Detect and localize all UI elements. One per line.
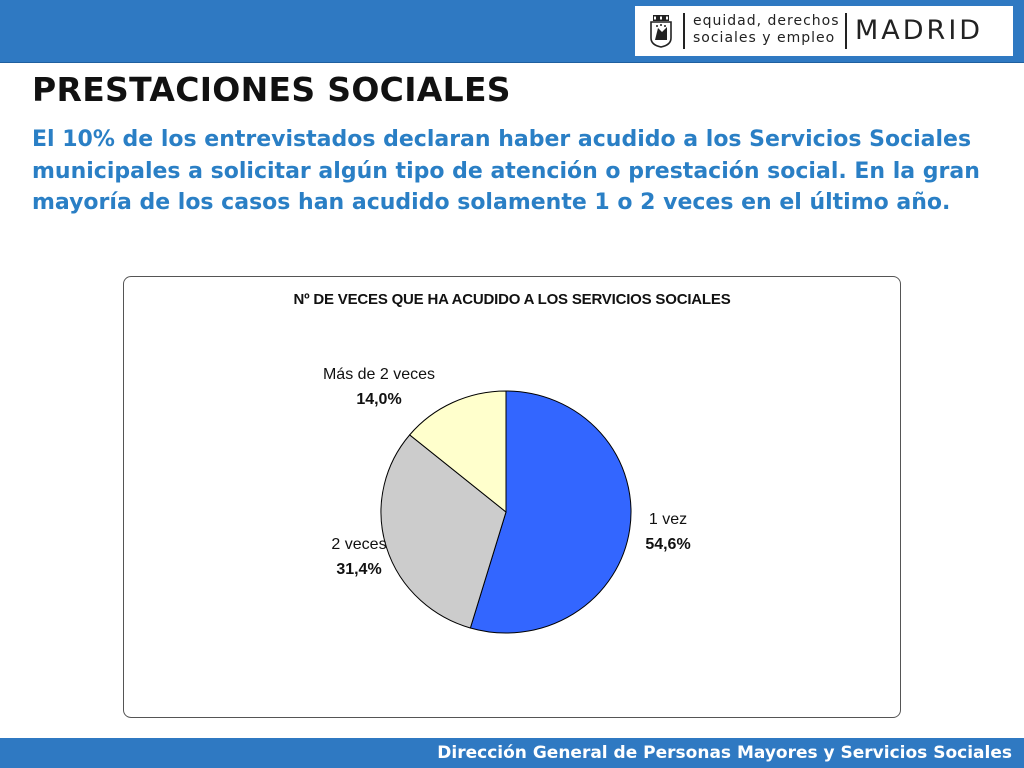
pie-slice-1 [469, 390, 632, 634]
slice-value-label: 54,6% [645, 536, 690, 553]
chart-title: Nº DE VECES QUE HA ACUDIDO A LOS SERVICI… [293, 291, 731, 308]
header-bar: equidad, derechos sociales y empleo MADR… [0, 0, 1024, 63]
slice-value-label: 14,0% [356, 391, 401, 408]
slice-label: Más de 2 veces [323, 366, 435, 383]
slice-value-label: 31,4% [336, 561, 381, 578]
brand-logo: equidad, derechos sociales y empleo MADR… [635, 6, 1013, 56]
brand-divider [683, 13, 685, 49]
intro-paragraph: El 10% de los entrevistados declaran hab… [32, 127, 980, 215]
chart-panel: Nº DE VECES QUE HA ACUDIDO A LOS SERVICI… [123, 276, 901, 718]
brand-divider [845, 13, 847, 49]
brand-department-line1: equidad, derechos [693, 13, 840, 29]
brand-department: equidad, derechos sociales y empleo [693, 13, 840, 47]
footer-text: Dirección General de Personas Mayores y … [437, 743, 1012, 763]
madrid-crest-icon [650, 15, 672, 48]
slice-label: 1 vez [649, 511, 687, 528]
pie-slice-2 [380, 434, 507, 629]
brand-city: MADRID [855, 15, 984, 46]
page-title: PRESTACIONES SOCIALES [32, 70, 511, 109]
slice-label: 2 veces [331, 536, 386, 553]
pie-chart: 1 vez 54,6% 2 veces 31,4% Más de 2 veces 14,0… [323, 366, 691, 634]
footer-bar: Dirección General de Personas Mayores y … [0, 738, 1024, 768]
brand-department-line2: sociales y empleo [693, 30, 836, 46]
pie-slice-3 [408, 390, 507, 514]
